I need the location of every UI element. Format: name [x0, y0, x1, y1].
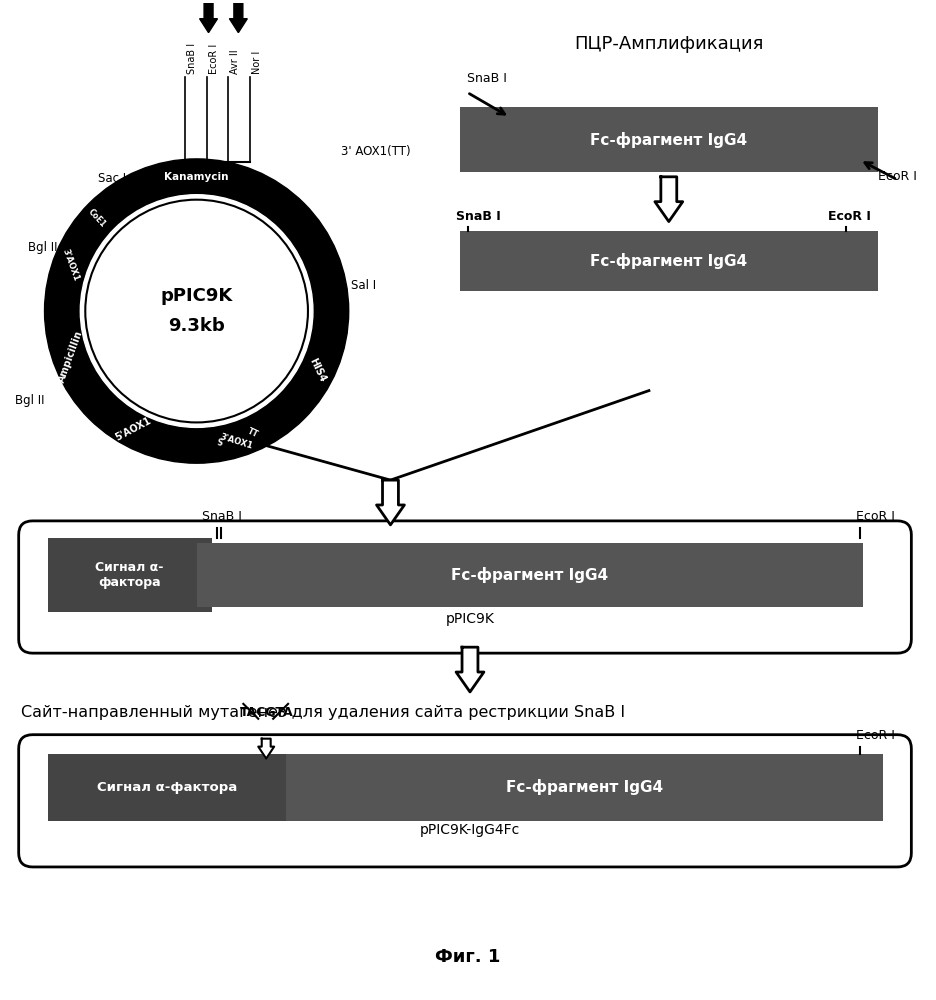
Text: Nor I: Nor I	[252, 51, 262, 74]
Text: pPIC9K: pPIC9K	[446, 612, 494, 626]
Polygon shape	[229, 3, 247, 33]
FancyBboxPatch shape	[460, 232, 877, 291]
Text: EcoR I: EcoR I	[855, 729, 894, 742]
Text: SnaB I: SnaB I	[466, 72, 506, 85]
Text: Fc-фрагмент IgG4: Fc-фрагмент IgG4	[505, 779, 662, 795]
Text: Сигнал α-фактора: Сигнал α-фактора	[96, 781, 237, 794]
Text: Sac I: Sac I	[98, 172, 126, 185]
FancyBboxPatch shape	[197, 543, 862, 607]
Text: S: S	[216, 438, 223, 448]
FancyBboxPatch shape	[48, 538, 212, 612]
FancyBboxPatch shape	[48, 754, 882, 821]
Polygon shape	[376, 480, 404, 525]
Text: Fc-фрагмент IgG4: Fc-фрагмент IgG4	[590, 253, 747, 269]
FancyBboxPatch shape	[460, 107, 877, 172]
Text: pPIC9K: pPIC9K	[160, 287, 232, 305]
Polygon shape	[199, 3, 217, 33]
Text: 3'AOX1: 3'AOX1	[61, 248, 80, 283]
Text: CoE1: CoE1	[86, 207, 108, 229]
Text: ПЦР-Амплификация: ПЦР-Амплификация	[574, 35, 763, 53]
Text: Avr II: Avr II	[230, 50, 241, 74]
Polygon shape	[258, 739, 274, 759]
Text: EcoR I: EcoR I	[209, 44, 218, 74]
Text: TACGTA: TACGTA	[239, 706, 293, 719]
Text: EcoR I: EcoR I	[855, 510, 894, 523]
Circle shape	[80, 195, 313, 427]
Text: Фиг. 1: Фиг. 1	[435, 948, 500, 966]
Text: Сайт-направленный мутагенез для удаления сайта рестрикции SnaB I: Сайт-направленный мутагенез для удаления…	[21, 705, 624, 720]
Text: Sal I: Sal I	[350, 279, 375, 292]
Text: SnaB I: SnaB I	[201, 510, 241, 523]
Text: EcoR I: EcoR I	[877, 170, 915, 183]
Text: 5'AOX1: 5'AOX1	[114, 416, 154, 443]
Text: Сигнал α-
фактора: Сигнал α- фактора	[95, 561, 164, 589]
Text: 3' AOX1(TT): 3' AOX1(TT)	[341, 145, 410, 158]
FancyBboxPatch shape	[48, 754, 285, 821]
FancyBboxPatch shape	[19, 735, 911, 867]
Text: Bgl II: Bgl II	[28, 241, 57, 254]
Text: Fc-фрагмент IgG4: Fc-фрагмент IgG4	[450, 567, 607, 583]
Text: EcoR I: EcoR I	[827, 210, 870, 223]
Text: Bgl II: Bgl II	[15, 394, 44, 407]
Text: TT: TT	[246, 426, 260, 439]
Text: Ampicillin: Ampicillin	[56, 329, 84, 384]
Text: Kanamycin: Kanamycin	[164, 172, 228, 182]
Text: pPIC9K-IgG4Fc: pPIC9K-IgG4Fc	[419, 823, 519, 837]
Text: 9.3kb: 9.3kb	[168, 317, 225, 335]
FancyBboxPatch shape	[19, 521, 911, 653]
Text: 3'AOX1: 3'AOX1	[219, 432, 254, 451]
Text: HIS4: HIS4	[307, 356, 327, 384]
Circle shape	[45, 159, 348, 463]
Text: Fc-фрагмент IgG4: Fc-фрагмент IgG4	[590, 132, 747, 148]
Polygon shape	[456, 647, 483, 692]
Polygon shape	[654, 177, 682, 222]
Text: SnaB I: SnaB I	[186, 43, 197, 74]
Text: SnaB I: SnaB I	[456, 210, 500, 223]
